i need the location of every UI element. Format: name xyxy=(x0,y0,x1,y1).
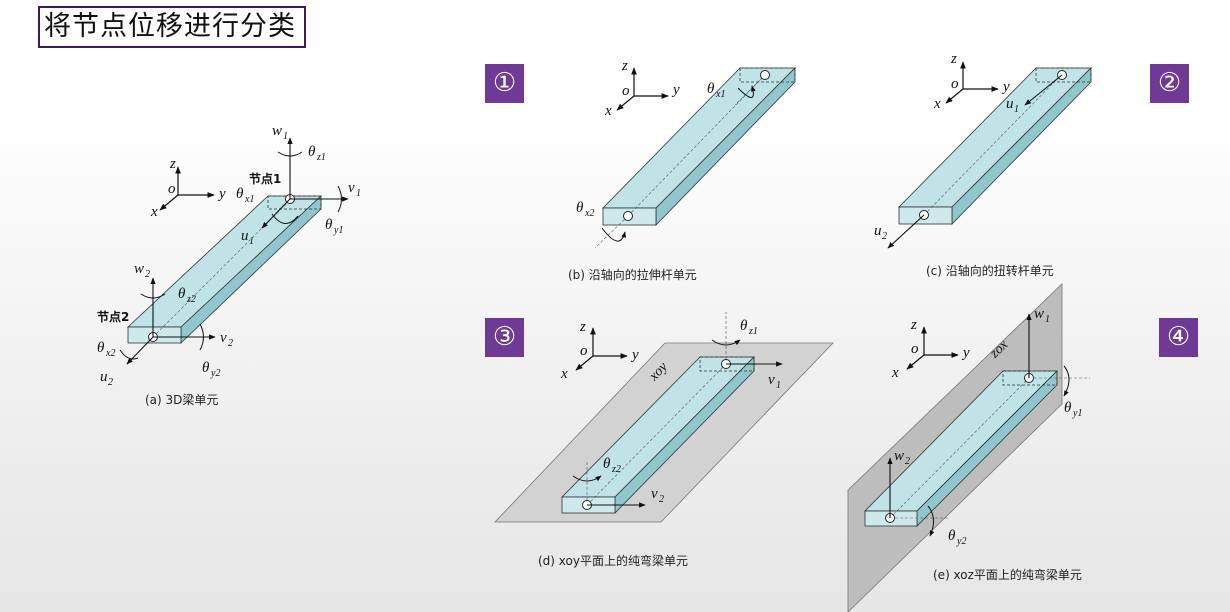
svg-text:θ: θ xyxy=(236,186,244,202)
svg-text:x2: x2 xyxy=(105,348,115,359)
svg-text:y2: y2 xyxy=(956,536,966,547)
svg-text:2: 2 xyxy=(905,456,910,467)
svg-text:θ: θ xyxy=(740,318,748,334)
svg-text:θ: θ xyxy=(576,200,584,216)
badge-3: ③ xyxy=(485,318,524,357)
svg-text:z2: z2 xyxy=(611,464,621,475)
svg-text:o: o xyxy=(622,83,630,99)
svg-text:2: 2 xyxy=(108,377,113,388)
svg-text:x2: x2 xyxy=(584,208,594,219)
svg-text:w: w xyxy=(134,261,144,277)
axis-o-label: o xyxy=(168,181,176,197)
svg-text:z2: z2 xyxy=(186,294,196,305)
svg-text:z1: z1 xyxy=(316,152,326,163)
svg-text:z: z xyxy=(579,319,586,335)
svg-text:2: 2 xyxy=(145,269,150,280)
badge-2: ② xyxy=(1150,64,1189,103)
svg-text:2: 2 xyxy=(659,494,664,505)
svg-text:x: x xyxy=(560,366,568,382)
svg-text:v: v xyxy=(651,486,658,502)
svg-text:1: 1 xyxy=(283,131,288,142)
axes-a: z o y x xyxy=(150,156,226,220)
svg-text:θ: θ xyxy=(178,286,186,302)
axes-c: z o y x xyxy=(933,51,1010,112)
svg-text:z: z xyxy=(621,58,628,74)
svg-text:x: x xyxy=(891,365,899,381)
svg-text:v: v xyxy=(220,330,227,346)
svg-text:w: w xyxy=(894,448,904,464)
caption-e: (e) xoz平面上的纯弯梁单元 xyxy=(933,568,1082,582)
svg-text:θ: θ xyxy=(202,360,210,376)
svg-text:w: w xyxy=(272,123,282,139)
svg-text:v: v xyxy=(768,372,775,388)
svg-text:o: o xyxy=(580,343,588,359)
svg-text:y2: y2 xyxy=(210,368,220,379)
badge-1: ① xyxy=(485,64,524,103)
svg-text:z1: z1 xyxy=(748,326,758,337)
svg-text:v: v xyxy=(348,180,355,196)
badge-4: ④ xyxy=(1159,318,1198,357)
page-title: 将节点位移进行分类 xyxy=(38,6,306,48)
caption-a: (a) 3D梁单元 xyxy=(145,393,219,407)
svg-text:θ: θ xyxy=(325,217,333,233)
node1-label: 节点1 xyxy=(249,171,281,186)
axis-x-label: x xyxy=(150,204,158,220)
caption-c: (c) 沿轴向的扭转杆单元 xyxy=(926,264,1054,278)
caption-d: (d) xoy平面上的纯弯梁单元 xyxy=(538,554,688,568)
svg-text:y: y xyxy=(1001,79,1010,95)
svg-text:z: z xyxy=(910,317,917,333)
svg-text:u: u xyxy=(241,228,249,244)
axis-y-label: y xyxy=(217,186,226,202)
svg-text:θ: θ xyxy=(1064,400,1072,416)
svg-text:y: y xyxy=(630,347,639,363)
svg-text:u: u xyxy=(1006,96,1014,112)
svg-text:y1: y1 xyxy=(333,225,343,236)
svg-text:1: 1 xyxy=(249,236,254,247)
node2-label: 节点2 xyxy=(97,309,129,324)
svg-text:1: 1 xyxy=(1014,104,1019,115)
svg-text:o: o xyxy=(911,341,919,357)
svg-text:x: x xyxy=(604,103,612,119)
caption-b: (b) 沿轴向的拉伸杆单元 xyxy=(568,268,697,282)
svg-text:θ: θ xyxy=(948,528,956,544)
svg-text:1: 1 xyxy=(1045,314,1050,325)
svg-text:y: y xyxy=(671,82,680,98)
svg-text:2: 2 xyxy=(882,231,887,242)
svg-text:u: u xyxy=(874,223,882,239)
svg-text:θ: θ xyxy=(97,340,105,356)
svg-text:w: w xyxy=(1034,306,1044,322)
svg-text:θ: θ xyxy=(707,81,715,97)
svg-text:x1: x1 xyxy=(715,89,725,100)
axes-d: z o y x xyxy=(560,319,639,382)
svg-text:1: 1 xyxy=(356,188,361,199)
svg-text:θ: θ xyxy=(603,456,611,472)
svg-text:y: y xyxy=(961,345,970,361)
svg-text:1: 1 xyxy=(776,380,781,391)
svg-text:u: u xyxy=(100,369,108,385)
svg-text:y1: y1 xyxy=(1072,408,1082,419)
svg-text:x1: x1 xyxy=(244,194,254,205)
svg-text:o: o xyxy=(951,76,959,92)
svg-text:2: 2 xyxy=(228,338,233,349)
axes-e: z o y x xyxy=(891,317,970,381)
svg-text:z: z xyxy=(950,51,957,67)
axes-b: z o y x xyxy=(604,58,680,119)
axis-z-label: z xyxy=(169,156,176,172)
svg-text:x: x xyxy=(933,96,941,112)
svg-text:θ: θ xyxy=(308,144,316,160)
axial-bar-figure: z o y x θ x1 θ x2 xyxy=(576,58,796,249)
